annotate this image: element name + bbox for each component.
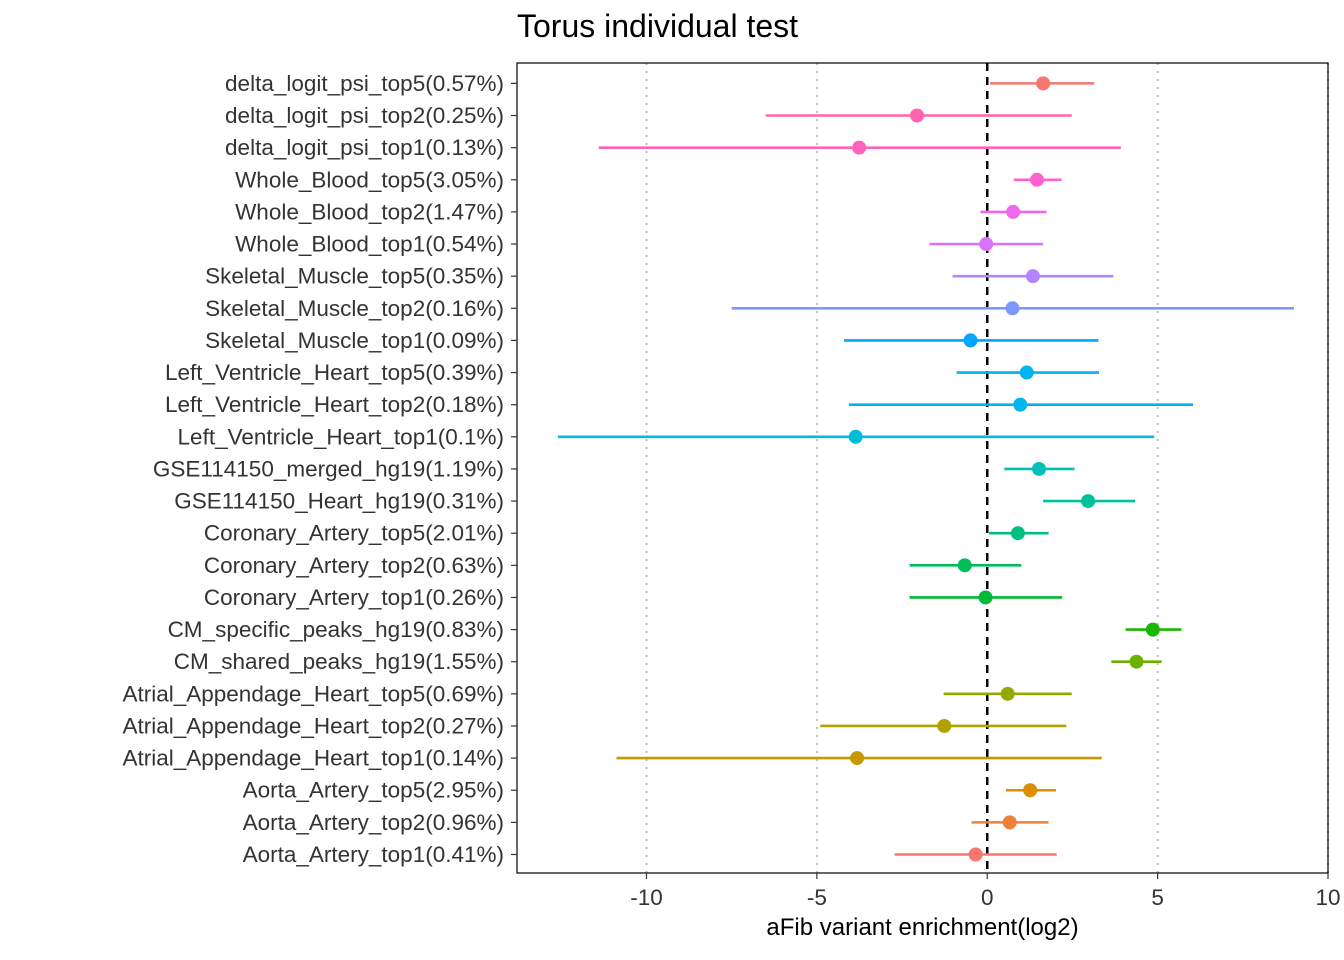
- y-tick-label: Whole_Blood_top5(3.05%): [235, 167, 504, 192]
- y-tick-label: Left_Ventricle_Heart_top1(0.1%): [178, 424, 504, 449]
- y-tick-label: Aorta_Artery_top2(0.96%): [243, 810, 504, 835]
- estimate-point: [1029, 172, 1044, 187]
- y-tick-label: Coronary_Artery_top1(0.26%): [204, 585, 504, 610]
- y-tick-label: Whole_Blood_top1(0.54%): [235, 232, 504, 257]
- estimate-point: [1081, 494, 1096, 509]
- x-tick-label: 5: [1151, 885, 1164, 910]
- estimate-point: [978, 590, 993, 605]
- y-axis: Aorta_Artery_top1(0.41%) Aorta_Artery_top…: [122, 71, 517, 867]
- x-tick-label: -10: [630, 885, 663, 910]
- y-tick-label: Skeletal_Muscle_top2(0.16%): [205, 296, 504, 321]
- y-tick-label: Left_Ventricle_Heart_top2(0.18%): [165, 392, 504, 417]
- estimate-point: [1036, 76, 1051, 91]
- y-tick-label: CM_specific_peaks_hg19(0.83%): [168, 617, 504, 642]
- estimate-point: [1025, 269, 1040, 284]
- estimate-point: [1145, 622, 1160, 637]
- estimate-point: [937, 718, 952, 733]
- estimate-point: [963, 333, 978, 348]
- estimate-point: [968, 847, 983, 862]
- estimate-point: [1000, 686, 1015, 701]
- x-axis-label: aFib variant enrichment(log2): [766, 914, 1079, 941]
- y-tick-label: Whole_Blood_top2(1.47%): [235, 199, 504, 224]
- y-tick-label: Left_Ventricle_Heart_top5(0.39%): [165, 360, 504, 385]
- estimate-point: [852, 140, 867, 155]
- estimate-point: [1129, 654, 1144, 669]
- plot-panel-border: [516, 62, 1329, 874]
- y-tick-label: Atrial_Appendage_Heart_top5(0.69%): [122, 681, 504, 706]
- y-tick-label: Skeletal_Muscle_top5(0.35%): [205, 264, 504, 289]
- estimate-point: [1032, 461, 1047, 476]
- estimate-point: [848, 429, 863, 444]
- y-tick-label: delta_logit_psi_top2(0.25%): [225, 103, 504, 128]
- y-tick-label: Coronary_Artery_top2(0.63%): [204, 553, 504, 578]
- estimate-point: [1013, 397, 1028, 412]
- x-tick-label: 0: [981, 885, 994, 910]
- data-marks: [557, 76, 1294, 862]
- x-axis: -10 -5 0 5 10: [630, 873, 1341, 910]
- y-tick-label: Coronary_Artery_top5(2.01%): [204, 521, 504, 546]
- estimate-point: [1005, 301, 1020, 316]
- estimate-point: [1010, 526, 1025, 541]
- y-tick-label: Skeletal_Muscle_top1(0.09%): [205, 328, 504, 353]
- y-tick-label: CM_shared_peaks_hg19(1.55%): [174, 649, 504, 674]
- y-tick-label: delta_logit_psi_top1(0.13%): [225, 135, 504, 160]
- y-tick-label: GSE114150_Heart_hg19(0.31%): [174, 489, 504, 514]
- estimate-point: [1002, 815, 1017, 830]
- estimate-point: [910, 108, 925, 123]
- chart-title: Torus individual test: [517, 8, 799, 44]
- y-tick-label: GSE114150_merged_hg19(1.19%): [153, 456, 504, 481]
- estimate-point: [979, 237, 994, 252]
- estimate-point: [957, 558, 972, 573]
- estimate-point: [850, 751, 865, 766]
- estimate-point: [1006, 204, 1021, 219]
- x-tick-label: 10: [1315, 885, 1340, 910]
- estimate-point: [1023, 783, 1038, 798]
- y-tick-label: Atrial_Appendage_Heart_top2(0.27%): [122, 713, 504, 738]
- y-tick-label: Atrial_Appendage_Heart_top1(0.14%): [122, 746, 504, 771]
- y-tick-label: delta_logit_psi_top5(0.57%): [225, 71, 504, 96]
- estimate-point: [1019, 365, 1034, 380]
- y-tick-label: Aorta_Artery_top5(2.95%): [243, 778, 504, 803]
- y-tick-label: Aorta_Artery_top1(0.41%): [243, 842, 504, 867]
- x-tick-label: -5: [807, 885, 827, 910]
